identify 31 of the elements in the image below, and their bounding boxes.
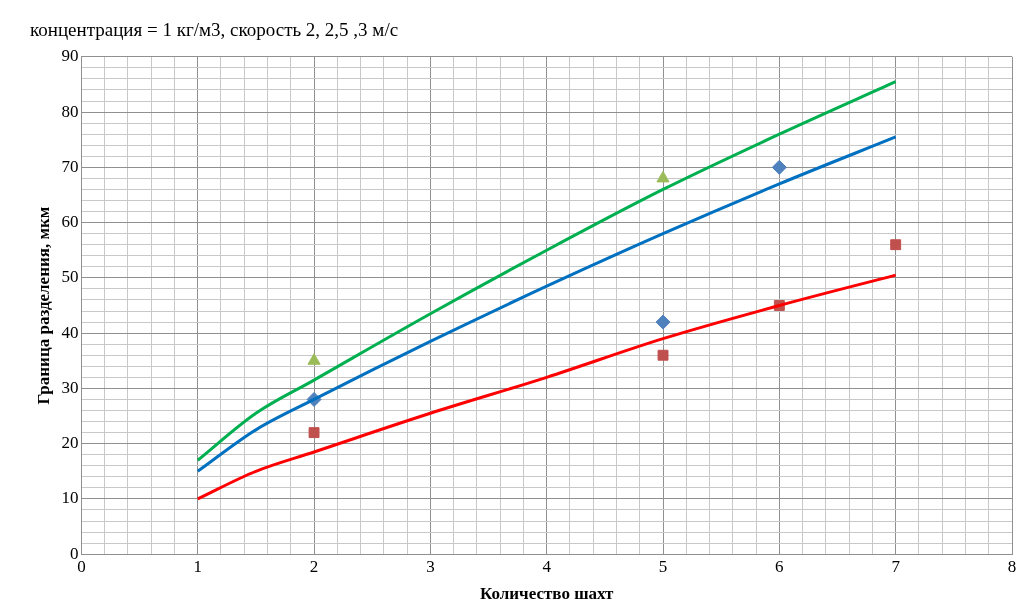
y-tick-label: 60 <box>61 212 79 232</box>
y-tick-label: 20 <box>61 433 79 453</box>
x-axis-title: Количество шахт <box>479 584 615 604</box>
line-series <box>196 273 898 501</box>
point <box>657 349 669 361</box>
x-tick-label: 5 <box>658 556 668 576</box>
point <box>307 353 321 365</box>
line-series <box>196 80 898 462</box>
y-tick-label: 30 <box>61 377 79 397</box>
x-tick-label: 4 <box>542 556 552 576</box>
y-tick-label: 40 <box>61 322 79 342</box>
point <box>656 170 670 183</box>
x-tick-label: 8 <box>1007 556 1017 576</box>
point <box>308 427 320 439</box>
y-tick-label: 50 <box>61 267 79 287</box>
y-tick-label: 0 <box>69 543 79 563</box>
line-series <box>196 135 898 473</box>
y-tick-label: 80 <box>61 101 79 121</box>
x-tick-label: 2 <box>309 556 319 576</box>
y-tick-label: 90 <box>61 46 79 66</box>
x-tick-label: 6 <box>775 556 784 576</box>
point <box>890 239 902 251</box>
x-tick-label: 7 <box>891 556 901 576</box>
point <box>771 159 787 175</box>
x-tick-label: 3 <box>426 556 435 576</box>
x-tick-label: 1 <box>193 556 202 576</box>
chart-title: концентрация = 1 кг/м3, скорость 2, 2,5 ,3 м/с <box>30 19 399 41</box>
y-tick-label: 10 <box>61 488 79 508</box>
y-tick-label: 70 <box>61 156 79 176</box>
point <box>655 314 671 330</box>
y-axis-title: Граница разделения, мкм <box>33 206 53 405</box>
